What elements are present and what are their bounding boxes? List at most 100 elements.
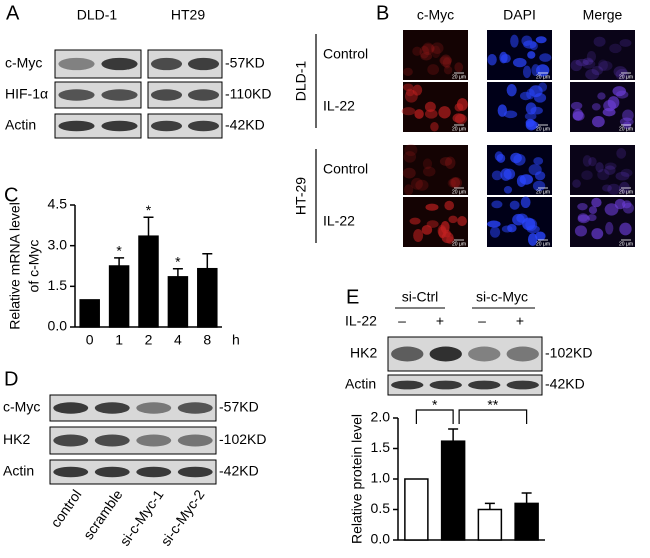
nucleus <box>586 50 597 63</box>
nucleus <box>602 184 612 192</box>
nucleus <box>444 200 455 211</box>
band <box>187 57 220 71</box>
nucleus <box>510 34 519 48</box>
row-label: IL-22 <box>323 98 355 114</box>
nucleus <box>503 185 513 194</box>
nucleus <box>622 202 634 214</box>
nucleus <box>489 226 501 238</box>
scale-label: 20 μm <box>619 74 633 80</box>
micrograph <box>403 30 468 80</box>
y-tick-label: 1.5 <box>371 439 391 455</box>
nucleus <box>604 203 619 216</box>
row-label: HK2 <box>350 345 377 361</box>
nucleus <box>622 109 634 122</box>
nucleus <box>503 168 516 180</box>
band <box>429 346 462 362</box>
nucleus <box>575 58 589 67</box>
nucleus <box>409 217 421 225</box>
nucleus <box>539 53 552 62</box>
bar <box>108 265 130 328</box>
nucleus <box>527 233 538 246</box>
band <box>58 57 95 71</box>
nucleus <box>403 151 417 163</box>
nucleus <box>585 69 600 80</box>
scale-label: 20 μm <box>452 241 466 247</box>
nucleus <box>491 170 503 181</box>
band <box>429 380 462 390</box>
nucleus <box>591 65 603 76</box>
y-tick-label: 3.0 <box>48 236 68 252</box>
nucleus <box>438 106 451 119</box>
row-label: IL-22 <box>323 213 355 229</box>
row-label: Control <box>323 161 368 177</box>
nucleus <box>619 117 634 127</box>
y-tick-label: 0.0 <box>48 318 68 334</box>
treatment-sign: + <box>516 313 524 329</box>
nucleus <box>588 206 598 215</box>
band <box>58 120 95 132</box>
panel-label: E <box>346 286 359 308</box>
size-label: -102KD <box>545 345 592 361</box>
nucleus <box>424 101 436 113</box>
row-label: Control <box>323 46 368 62</box>
x-tick-label: 0 <box>86 332 94 348</box>
nucleus <box>588 156 597 167</box>
nucleus <box>587 214 597 222</box>
scale-label: 20 μm <box>619 126 633 132</box>
size-label: -102KD <box>219 431 266 447</box>
nucleus <box>420 52 433 61</box>
band <box>177 434 213 447</box>
micrograph <box>403 145 468 195</box>
nucleus <box>401 107 416 116</box>
scale-label: 20 μm <box>536 189 550 195</box>
nucleus <box>597 59 608 72</box>
band <box>101 89 138 101</box>
band <box>177 466 213 478</box>
nucleus <box>447 178 456 188</box>
group-label: si-Ctrl <box>402 289 439 305</box>
band <box>101 57 138 71</box>
nucleus <box>421 224 433 235</box>
nucleus <box>439 56 453 65</box>
treatment-sign: + <box>436 313 444 329</box>
nucleus <box>605 221 614 235</box>
nucleus <box>421 43 435 53</box>
nucleus <box>445 156 456 169</box>
treatment-sign: – <box>398 313 406 329</box>
nucleus <box>424 109 438 119</box>
error-bar <box>172 267 183 277</box>
nucleus <box>402 83 414 92</box>
lane-label: control <box>47 487 84 531</box>
nucleus <box>449 177 463 189</box>
significance: * <box>146 202 152 218</box>
bar <box>138 235 159 328</box>
panel-label: D <box>4 368 18 390</box>
nucleus <box>574 225 587 237</box>
y-tick-label: 1.5 <box>48 277 68 293</box>
band <box>468 346 501 362</box>
nucleus <box>448 215 458 224</box>
row-label: HK2 <box>3 431 30 447</box>
size-label: -42KD <box>225 117 265 133</box>
nucleus <box>570 101 583 110</box>
nucleus <box>410 177 423 190</box>
treatment-label: IL-22 <box>345 313 377 329</box>
nucleus <box>577 213 589 222</box>
band <box>136 466 172 478</box>
y-tick-label: 1.0 <box>371 470 391 486</box>
nucleus <box>591 197 602 208</box>
nucleus <box>412 84 423 96</box>
scale-label: 20 μm <box>536 74 550 80</box>
nucleus <box>591 228 604 240</box>
bar <box>440 440 466 541</box>
nucleus <box>598 60 613 71</box>
band <box>101 120 138 132</box>
band <box>177 402 213 414</box>
nucleus <box>405 88 415 97</box>
band <box>468 380 501 390</box>
nucleus <box>441 232 454 244</box>
comparison-label: * <box>432 397 438 413</box>
x-tick-label: 2 <box>145 332 153 348</box>
scale-label: 20 μm <box>619 241 633 247</box>
